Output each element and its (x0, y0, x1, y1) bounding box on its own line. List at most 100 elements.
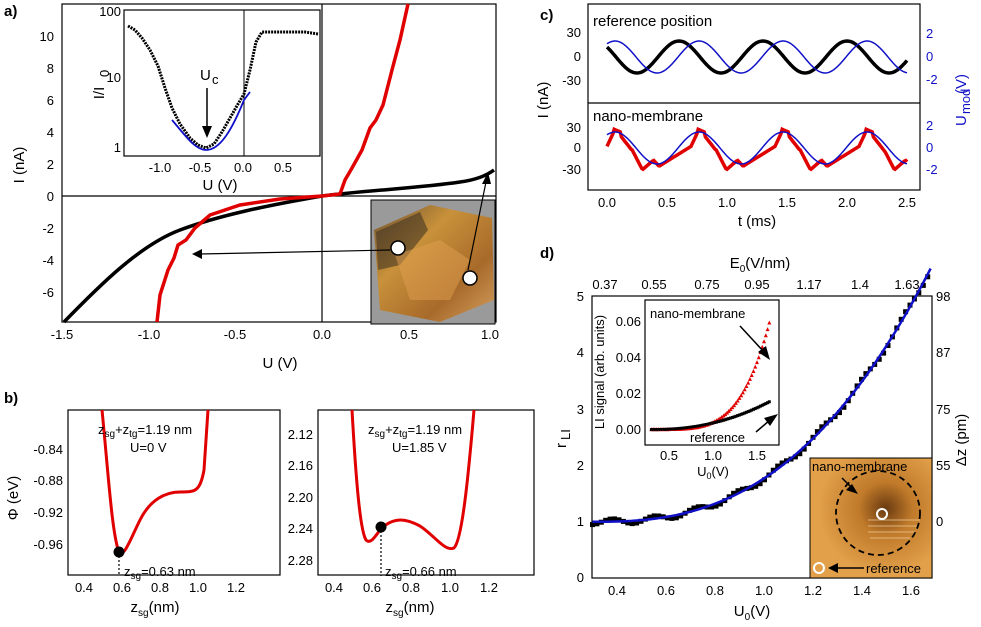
d-inset-point-ref (685, 426, 689, 430)
d-inset-point-nm (755, 360, 759, 365)
d-inset-point-nm (744, 384, 749, 389)
d-data-point (607, 516, 613, 522)
b-left-ann-1: zsg+ztg=1.19 nm (98, 422, 192, 440)
d-inset-point-nm (737, 395, 742, 400)
panel-c: c) 30 0 -30 30 0 -30 2 0 -2 2 0 -2 0.0 0… (535, 3, 973, 230)
d-inset-point-nm (730, 405, 735, 410)
d-inset-point-ref (662, 427, 666, 431)
d-right-tick: 87 (936, 345, 950, 360)
d-inset-point-ref (704, 423, 708, 426)
d-inset-point-nm (763, 333, 768, 338)
d-image-arrowhead-nm (846, 484, 858, 494)
c-ytick-right: -2 (926, 162, 938, 177)
d-inset-point-nm (765, 327, 770, 332)
c-ytick-right: -2 (926, 72, 938, 87)
d-inset-point-ref (672, 427, 676, 431)
b-right: 2.12 2.16 2.20 2.24 2.28 0.4 0.6 0.8 1.0… (288, 409, 535, 619)
d-inset-point-ref (653, 428, 657, 432)
d-inset-point-nm (719, 414, 724, 419)
d-inset-point-ref (700, 423, 704, 427)
c-ytick-left: 30 (567, 120, 581, 135)
a-arrowhead-nano (192, 249, 202, 259)
d-inset-point-ref (715, 420, 718, 424)
d-data-point (792, 454, 798, 460)
c-ytick-left: 0 (574, 49, 581, 64)
d-data-point (695, 504, 701, 510)
c-xtick: 1.5 (778, 195, 796, 210)
d-fit-curve (592, 268, 932, 524)
b-right-xtick: 1.0 (441, 580, 459, 595)
d-inset-point-ref (736, 414, 740, 418)
d-right-ylabel: Δz (pm) (953, 414, 970, 467)
d-inset-point-ref (683, 426, 687, 430)
d-inset-point-ref (741, 412, 745, 416)
svg-text:0: 0 (97, 70, 112, 77)
d-top-tick: 0.37 (592, 277, 617, 292)
b-right-ytick: 2.16 (288, 458, 313, 473)
d-inset-point-ref (676, 427, 680, 431)
d-inset-point-ref (723, 418, 727, 422)
d-inset-point-ref (746, 410, 750, 414)
d-inset-point-ref (679, 426, 683, 430)
a-inset: 100 10 1 -1.0 -0.5 0.0 0.5 U (V) I/I 0 U… (91, 4, 321, 194)
c-xlabel: t (ms) (738, 213, 776, 230)
d-inset-point-ref (674, 427, 678, 431)
d-ytick: 5 (577, 289, 584, 304)
d-inset-point-ref (729, 416, 733, 420)
a-series-nano-membrane (155, 3, 410, 323)
d-right-tick: 75 (936, 402, 950, 417)
a-arrow-nano (199, 249, 391, 255)
a-xtick: 0.5 (400, 327, 418, 342)
d-ytick: 2 (577, 458, 584, 473)
d-inset-point-ref (762, 402, 766, 406)
d-inset-point-ref (720, 419, 724, 423)
a-ytick: -2 (42, 221, 54, 236)
c-ytick-left: 30 (567, 25, 581, 40)
b-left-xtick: 0.8 (151, 580, 169, 595)
b-ylabel: Φ (eV) (5, 476, 22, 520)
d-data-point (770, 467, 776, 473)
c-nm-umod (606, 131, 908, 165)
c-top-title: reference position (593, 13, 712, 30)
b-right-ann-2: U=1.85 V (392, 440, 447, 455)
c-ylabel-right: U mod (V) (953, 74, 973, 126)
d-inset-point-ref (709, 421, 713, 425)
d-inset-point-ref (702, 423, 706, 427)
d-inset-point-ref (678, 426, 682, 430)
d-inset-point-ref (734, 414, 738, 418)
a-inset-uc: U c (200, 67, 219, 87)
d-data-point (801, 446, 807, 452)
c-xtick: 0.5 (658, 195, 676, 210)
a-inset-ytick: 10 (107, 70, 121, 85)
d-image-inset: nano-membrane reference (809, 457, 933, 579)
b-right-ytick: 2.20 (288, 490, 313, 505)
a-inset-xtick: 0.0 (234, 160, 252, 175)
d-inset-point-ref (748, 409, 752, 413)
c-frame (587, 3, 921, 191)
d-data-point (603, 517, 609, 523)
b-left-ytick: -0.84 (33, 442, 63, 457)
d-data-point (876, 356, 882, 362)
c-xtick: 2.0 (838, 195, 856, 210)
d-inset-point-nm (733, 400, 738, 405)
d-data-point (634, 520, 640, 526)
d-data-point (647, 514, 653, 520)
d-inset-point-ref (686, 426, 690, 429)
svg-text:U: U (953, 115, 970, 126)
c-ytick-left: -30 (562, 162, 581, 177)
b-right-xlabel: zsg(nm) (386, 599, 435, 619)
d-inset-point-nm (767, 320, 772, 325)
d-data-point (837, 410, 842, 416)
d-frame (591, 295, 933, 579)
d-data-point (700, 504, 706, 510)
a-series-reference (62, 168, 496, 324)
d-inset-point-ref (716, 420, 720, 424)
d-inset-arrowhead-ref (764, 414, 778, 426)
d-data-point (841, 404, 847, 410)
d-inset-point-ref (743, 411, 747, 415)
d-xtick: 0.6 (657, 583, 675, 598)
c-ytick-left: 0 (574, 140, 581, 155)
d-inset-point-ref (692, 425, 696, 429)
d-data-point (713, 503, 719, 509)
d-inset: 0.06 0.04 0.02 0.00 0.5 1.0 1.5 U0(V) LI… (592, 299, 780, 481)
